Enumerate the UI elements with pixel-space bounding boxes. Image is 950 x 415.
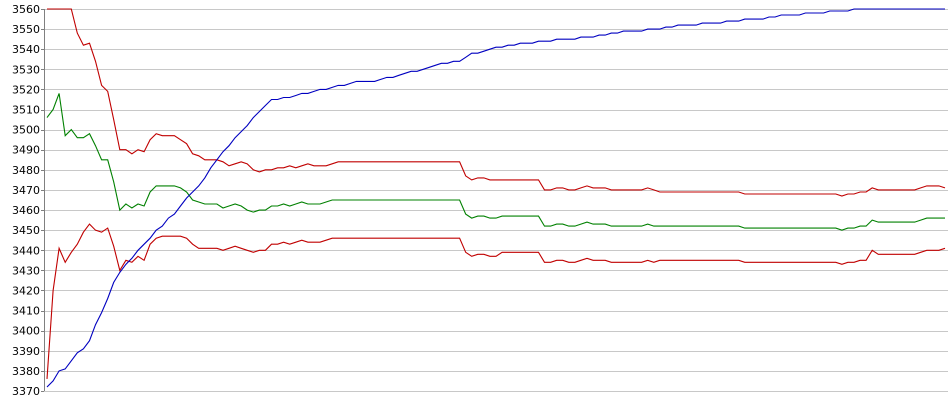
y-tick-label-3430: 3430 xyxy=(12,264,40,277)
y-tick-label-3500: 3500 xyxy=(12,124,40,137)
y-tick-label-3370: 3370 xyxy=(12,385,40,398)
y-tick-label-3440: 3440 xyxy=(12,244,40,257)
y-tick-label-3460: 3460 xyxy=(12,204,40,217)
y-tick-label-3380: 3380 xyxy=(12,365,40,378)
y-tick-label-3520: 3520 xyxy=(12,83,40,96)
y-tick-label-3410: 3410 xyxy=(12,305,40,318)
series-line-lower_band xyxy=(46,223,946,379)
y-tick-label-3450: 3450 xyxy=(12,224,40,237)
y-axis: 3370 3380 3390 3400 3410 3420 3430 3440 3450 3460… xyxy=(12,3,45,398)
y-tick-label-3560: 3560 xyxy=(12,3,40,16)
series-lines xyxy=(46,8,946,388)
y-tick-label-3470: 3470 xyxy=(12,184,40,197)
y-tick-label-3530: 3530 xyxy=(12,63,40,76)
y-tick-label-3390: 3390 xyxy=(12,345,40,358)
y-tick-label-3400: 3400 xyxy=(12,325,40,338)
series-line-upper_band xyxy=(47,8,946,197)
y-tick-label-3420: 3420 xyxy=(12,284,40,297)
gridlines xyxy=(44,9,948,392)
series-line-middle xyxy=(46,93,945,231)
y-tick-label-3540: 3540 xyxy=(12,43,40,56)
series-line-trend xyxy=(46,8,945,388)
y-tick-label-3490: 3490 xyxy=(12,144,40,157)
y-tick-label-3550: 3550 xyxy=(12,23,40,36)
y-tick-label-3480: 3480 xyxy=(12,164,40,177)
y-tick-label-3510: 3510 xyxy=(12,104,40,117)
